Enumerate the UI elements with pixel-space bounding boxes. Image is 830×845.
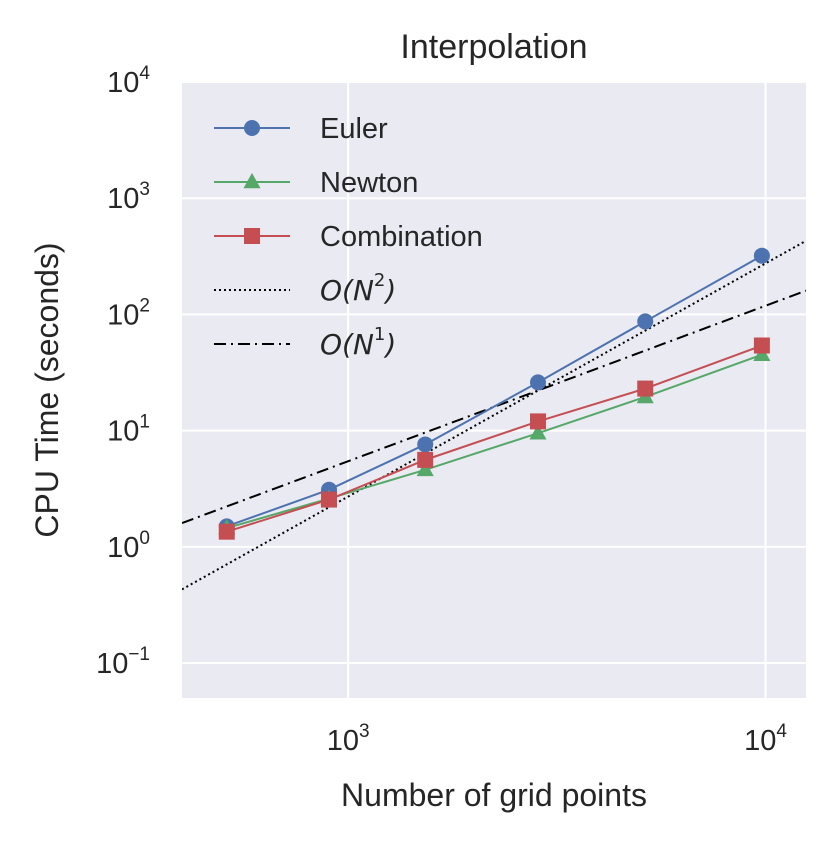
plot-background [182,82,806,698]
data-point-euler [529,374,546,391]
legend-item-o-n-2: O(N2) [214,270,396,307]
data-point-combination [218,523,235,540]
legend-marker [243,173,261,189]
x-tick-label: 104 [744,721,787,757]
y-tick-label: 102 [107,295,150,331]
series-line-newton [226,353,763,530]
data-point-combination [417,451,434,468]
legend-label: O(N1) [320,324,396,361]
series-layer [182,239,806,591]
legend-marker [244,228,260,244]
data-point-combination [529,413,546,430]
legend-label: Combination [320,221,483,253]
series-o-n-1 [182,289,806,525]
data-point-combination [321,491,338,508]
chart-title: Interpolation [400,28,587,66]
legend: Euler Newton Combination O(N2) O(N1) [214,113,483,361]
y-tick-label: 104 [107,63,150,99]
series-combination [218,337,770,540]
data-point-combination [753,337,770,354]
legend-item-combination: Combination [214,221,483,253]
axis-ticks: 103 104 10−1 100 101 102 103 104 [96,63,787,757]
data-point-euler [637,313,654,330]
data-point-newton [416,460,434,477]
y-tick-label: 10−1 [96,644,150,680]
x-tick-label: 103 [327,721,370,757]
legend-label: Euler [320,113,388,145]
grid [182,81,806,698]
series-line-euler [226,254,763,528]
data-point-euler [417,436,434,453]
y-axis-label: CPU Time (seconds) [29,242,65,537]
x-axis-label: Number of grid points [341,777,647,813]
data-point-newton [529,424,547,440]
y-tick-label: 100 [107,528,150,564]
data-point-combination [637,380,654,397]
series-o-n-2 [182,239,806,591]
y-tick-label: 103 [107,179,150,215]
legend-label: O(N2) [320,270,396,307]
series-line-o-n-1 [182,289,806,525]
series-line-o-n-2 [182,239,806,591]
data-point-euler [753,247,770,264]
y-tick-label: 101 [107,412,150,448]
legend-item-euler: Euler [214,113,388,145]
legend-label: Newton [320,167,418,199]
series-line-combination [226,344,763,533]
legend-item-o-n-1: O(N1) [214,324,396,361]
legend-item-newton: Newton [214,167,418,199]
legend-marker [244,120,260,136]
